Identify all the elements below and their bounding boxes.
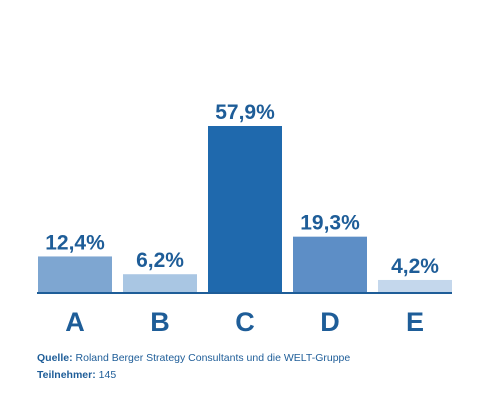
bar-b (123, 274, 197, 292)
bar-c (208, 126, 282, 292)
data-label-c: 57,9% (215, 101, 275, 124)
data-label-a: 12,4% (45, 231, 105, 254)
category-label-e: E (406, 307, 424, 337)
participants-label: Teilnehmer: (37, 369, 96, 381)
category-label-d: D (320, 307, 340, 337)
category-label-a: A (65, 307, 85, 337)
bar-e (378, 279, 452, 292)
category-label-c: C (235, 307, 255, 337)
source-label: Quelle: (37, 352, 73, 364)
participants-text: 145 (98, 369, 117, 381)
bar-a (38, 256, 112, 292)
participants-note: Teilnehmer: 145 (37, 369, 116, 381)
category-label-b: B (150, 307, 170, 337)
bar-d (293, 236, 367, 292)
data-label-e: 4,2% (391, 255, 439, 278)
data-label-b: 6,2% (136, 249, 184, 272)
source-note: Quelle: Roland Berger Strategy Consultan… (37, 352, 350, 364)
source-text: Roland Berger Strategy Consultants und d… (75, 352, 351, 364)
data-label-d: 19,3% (300, 212, 360, 235)
